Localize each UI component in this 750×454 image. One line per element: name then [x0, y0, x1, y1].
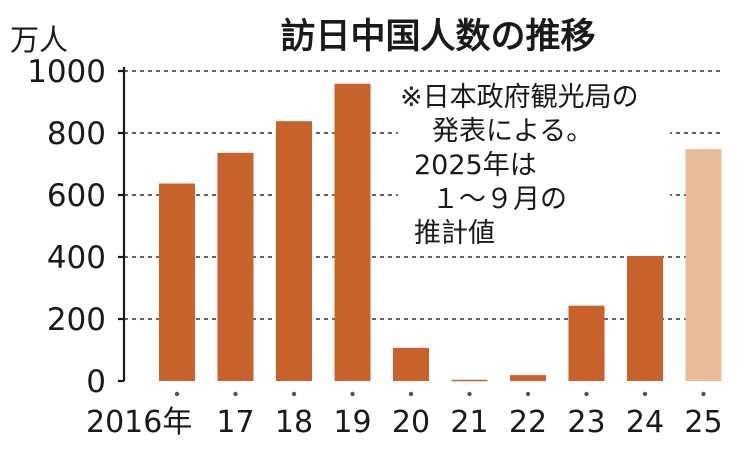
bar: [334, 83, 371, 382]
chart-title: 訪日中国人数の推移: [280, 17, 595, 57]
x-tick-dot: [291, 391, 297, 397]
x-tick-label: 2016年: [86, 405, 192, 440]
x-tick-labels: 2016年 17 18 19 20 21 22 23 24 25: [86, 391, 723, 440]
note-line: 発表による。: [432, 116, 593, 147]
x-tick-label: 20: [392, 405, 430, 440]
bar: [393, 347, 429, 381]
y-tick-labels: 0 200 400 600 800 1000: [27, 54, 124, 400]
y-tick-label: 200: [47, 302, 106, 338]
note-line: ※日本政府観光局の: [400, 82, 639, 113]
x-tick-label: 23: [567, 405, 605, 440]
x-tick-dot: [467, 391, 472, 397]
x-tick-dot: [642, 391, 648, 397]
x-tick-dot: [408, 391, 414, 397]
y-tick-label: 800: [47, 116, 106, 152]
x-tick-dot: [584, 391, 589, 397]
y-tick-label: 600: [47, 178, 106, 214]
x-tick-label: 21: [450, 405, 488, 440]
x-tick-label: 17: [216, 405, 254, 440]
y-tick-label: 0: [86, 364, 106, 400]
x-tick-dot: [174, 391, 180, 397]
bar: [276, 121, 312, 381]
note-line: 2025年は: [414, 150, 537, 181]
x-tick-label: 18: [275, 405, 313, 440]
y-unit-label: 万人: [10, 23, 68, 57]
y-tick-label: 1000: [27, 54, 106, 90]
x-tick-dot: [350, 391, 355, 397]
x-tick-label: 19: [333, 405, 371, 440]
bar: [568, 305, 605, 381]
note-line: １～９月の: [432, 184, 567, 215]
x-tick-label: 22: [509, 405, 547, 440]
x-tick-dot: [233, 391, 238, 397]
bar: [159, 183, 195, 381]
y-tick-label: 400: [47, 240, 106, 276]
bar: [451, 379, 488, 382]
bar: [510, 375, 546, 381]
note-line: 推計値: [414, 218, 495, 249]
note-background: [398, 78, 670, 256]
bar: [217, 152, 254, 381]
bars: [159, 83, 722, 382]
x-tick-label: 25: [684, 405, 722, 440]
x-tick-label: 24: [626, 405, 664, 440]
x-tick-dot: [701, 391, 706, 397]
x-tick-dot: [525, 391, 531, 397]
bar: [685, 149, 722, 381]
